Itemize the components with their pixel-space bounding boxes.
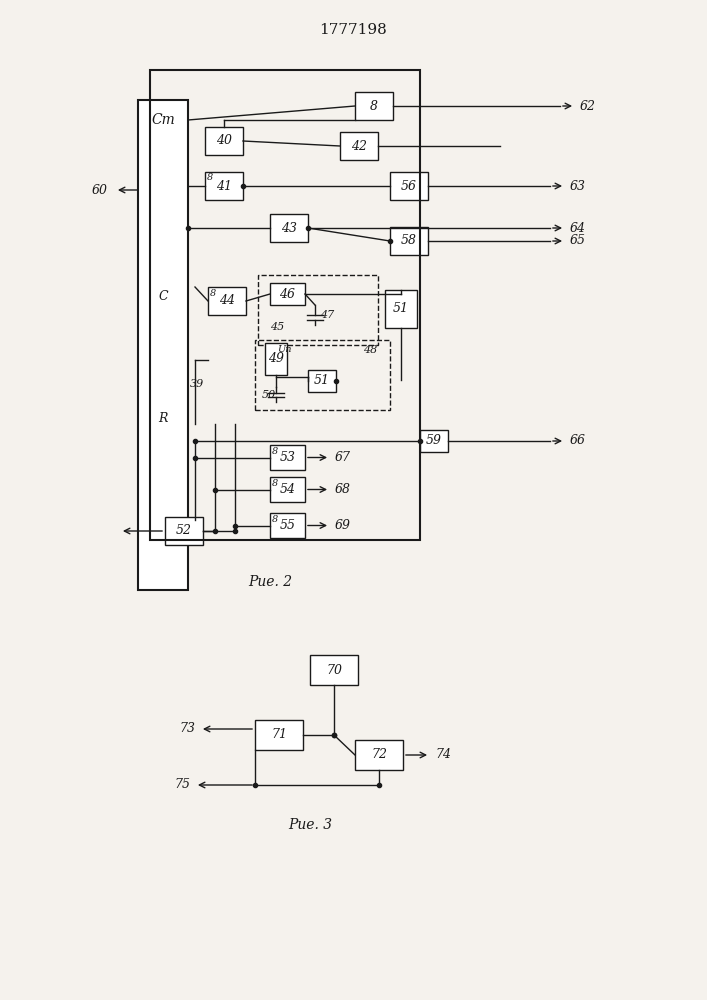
Text: 62: 62	[580, 100, 596, 112]
Text: Рие. 2: Рие. 2	[248, 575, 292, 589]
Text: 74: 74	[435, 748, 451, 762]
Bar	[208, 287, 246, 315]
Bar	[420, 430, 448, 452]
Text: 56: 56	[401, 180, 417, 192]
Bar	[385, 290, 417, 328]
Text: 8: 8	[207, 174, 214, 182]
Text: 49: 49	[268, 353, 284, 365]
Text: 72: 72	[371, 748, 387, 762]
Bar	[265, 343, 287, 375]
Text: 8: 8	[210, 288, 216, 298]
Text: 64: 64	[570, 222, 586, 234]
Text: 71: 71	[271, 728, 287, 742]
Bar	[390, 227, 428, 255]
Text: 8: 8	[272, 516, 279, 524]
Bar	[255, 340, 390, 410]
Text: 52: 52	[176, 524, 192, 538]
Text: 66: 66	[570, 434, 586, 448]
Text: 53: 53	[279, 451, 296, 464]
Text: 43: 43	[281, 222, 297, 234]
Text: 48: 48	[363, 345, 377, 355]
Text: Ст: Ст	[151, 113, 175, 127]
Text: 67: 67	[335, 451, 351, 464]
Text: Рие. 3: Рие. 3	[288, 818, 332, 832]
Bar	[308, 370, 336, 392]
Bar	[355, 740, 403, 770]
Text: 58: 58	[401, 234, 417, 247]
Text: Un: Un	[277, 346, 291, 355]
Text: 73: 73	[179, 722, 195, 736]
Text: 1777198: 1777198	[319, 23, 387, 37]
Text: 44: 44	[219, 294, 235, 308]
Bar	[270, 214, 308, 242]
Bar	[258, 275, 378, 345]
Bar	[138, 100, 188, 590]
Text: 50: 50	[262, 390, 276, 400]
Bar	[355, 92, 393, 120]
Text: 65: 65	[570, 234, 586, 247]
Bar	[270, 445, 305, 470]
Text: 40: 40	[216, 134, 232, 147]
Text: С: С	[158, 290, 168, 302]
Bar	[270, 283, 305, 305]
Bar	[205, 127, 243, 155]
Text: 55: 55	[279, 519, 296, 532]
Text: 69: 69	[335, 519, 351, 532]
Text: 51: 51	[314, 374, 330, 387]
Text: R: R	[158, 412, 168, 425]
Bar	[310, 655, 358, 685]
Text: 75: 75	[174, 778, 190, 792]
Bar	[150, 70, 420, 540]
Text: 63: 63	[570, 180, 586, 192]
Bar	[165, 517, 203, 545]
Text: 46: 46	[279, 288, 296, 300]
Bar	[270, 513, 305, 538]
Bar	[255, 720, 303, 750]
Text: 39: 39	[190, 379, 204, 389]
Bar	[205, 172, 243, 200]
Text: 41: 41	[216, 180, 232, 192]
Text: 70: 70	[326, 664, 342, 676]
Bar	[340, 132, 378, 160]
Text: 60: 60	[92, 184, 108, 196]
Text: 8: 8	[370, 100, 378, 112]
Text: 51: 51	[393, 302, 409, 316]
Text: 8: 8	[272, 448, 279, 456]
Text: 54: 54	[279, 483, 296, 496]
Text: 45: 45	[270, 322, 284, 332]
Bar	[270, 477, 305, 502]
Text: 59: 59	[426, 434, 442, 448]
Text: 47: 47	[320, 310, 334, 320]
Bar	[390, 172, 428, 200]
Text: 42: 42	[351, 139, 367, 152]
Text: 8: 8	[272, 480, 279, 488]
Text: 68: 68	[335, 483, 351, 496]
